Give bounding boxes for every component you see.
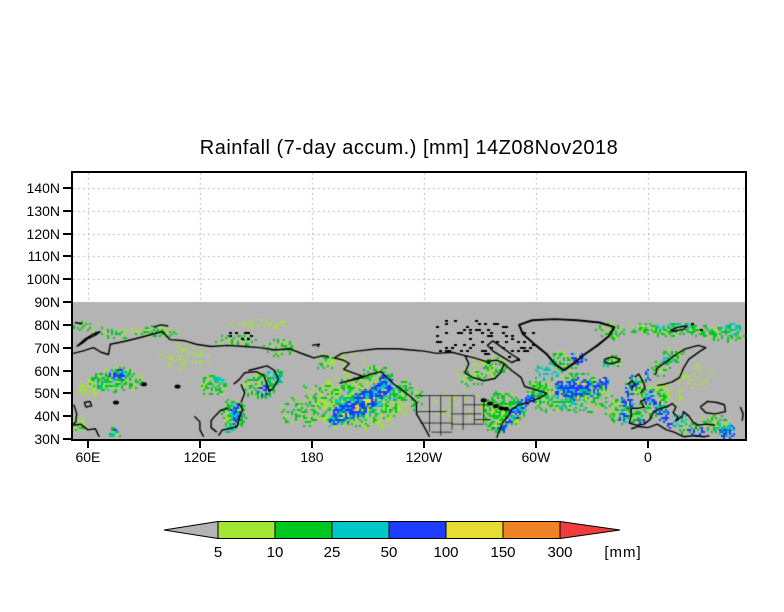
colorbar-segment [274,521,333,539]
y-tick-mark [63,278,71,281]
x-tick-label: 120W [405,449,443,465]
x-tick-mark [86,441,89,448]
colorbar-tick-label: 50 [380,544,398,561]
y-tick-mark [63,232,71,235]
colorbar-tick-label: 150 [490,544,516,561]
x-tick-mark [198,441,201,448]
x-tick-mark [310,441,313,448]
y-tick-mark [63,186,71,189]
y-tick-mark [63,301,71,303]
x-tick-label: 180 [300,449,324,465]
rainfall-map-canvas [73,173,745,439]
colorbar-tick-label: 10 [266,544,284,561]
y-tick-mark [63,392,71,395]
y-tick-mark [63,438,71,440]
colorbar-scale [163,520,621,540]
y-tick-label: 130N [26,202,60,219]
plot-title: Rainfall (7-day accum.) [mm] 14Z08Nov201… [199,137,619,159]
colorbar-unit-label: [mm] [604,544,642,561]
colorbar-segment [445,521,504,539]
colorbar-below-min-arrow [163,520,219,540]
y-tick-mark [63,415,71,418]
y-tick-label: 70N [34,339,60,356]
x-tick-mark [422,441,425,448]
y-tick-mark [63,323,71,326]
y-tick-label: 30N [34,431,60,447]
colorbar-segment [217,521,276,539]
y-tick-mark [63,209,71,212]
map-plot-area [71,171,747,441]
y-tick-label: 110N [27,248,60,265]
colorbar-segment [388,521,447,539]
y-tick-label: 60N [34,362,60,379]
y-tick-mark [63,346,71,349]
colorbar-tick-label: 300 [547,544,573,561]
y-tick-mark [63,255,71,258]
colorbar-tick-label: 100 [433,544,459,561]
y-tick-mark [63,369,71,372]
x-tick-mark [534,441,537,448]
y-tick-label: 120N [26,225,60,242]
x-tick-label: 60W [521,449,551,465]
colorbar-tick-label: 5 [213,544,223,561]
colorbar-segment [331,521,390,539]
colorbar-segment [502,521,561,539]
x-tick-mark [646,441,649,448]
x-tick-label: 120E [183,449,217,465]
x-tick-label: 60E [75,449,101,465]
y-tick-label: 50N [34,385,60,402]
y-tick-label: 140N [26,179,60,196]
y-tick-label: 80N [34,316,60,333]
x-tick-label: 0 [644,449,652,465]
y-tick-label: 40N [34,408,60,425]
y-tick-label: 100N [26,271,60,288]
colorbar: 5 10 25 50 100 150 300 [mm] [163,518,703,566]
colorbar-above-max-arrow [559,520,621,540]
y-tick-label: 90N [34,294,60,310]
colorbar-tick-label: 25 [323,544,341,561]
